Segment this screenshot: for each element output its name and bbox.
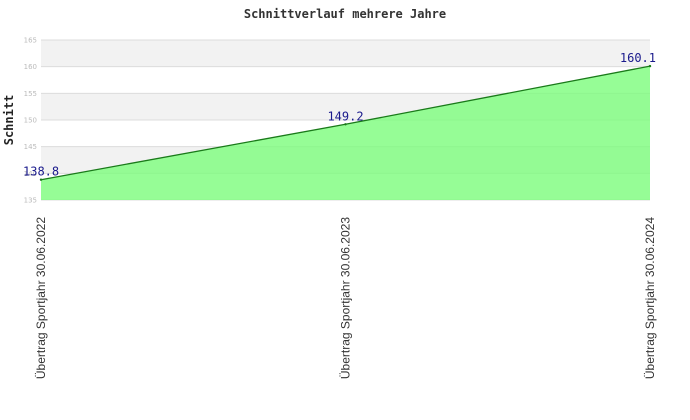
y-tick-label: 135 xyxy=(24,197,37,205)
y-axis-label: Schnitt xyxy=(2,95,16,146)
grid-band xyxy=(41,40,650,67)
data-label: 149.2 xyxy=(327,109,363,123)
x-tick-label: Übertrag Sportjahr 30.06.2023 xyxy=(339,217,353,379)
chart-title: Schnittverlauf mehrere Jahre xyxy=(244,7,446,21)
data-point xyxy=(344,123,347,126)
y-tick-label: 160 xyxy=(24,63,37,71)
y-tick-label: 150 xyxy=(24,117,37,125)
y-tick-label: 145 xyxy=(24,143,37,151)
data-label: 160.1 xyxy=(620,51,656,65)
y-tick-label: 165 xyxy=(24,37,37,45)
plot-area: 135 140 145 150 155 160 165 138.8 149.2 160.1 Über… xyxy=(23,37,657,380)
data-label: 138.8 xyxy=(23,165,59,179)
x-tick-label: Übertrag Sportjahr 30.06.2022 xyxy=(34,217,48,379)
x-tick-label: Übertrag Sportjahr 30.06.2024 xyxy=(643,217,657,379)
data-point xyxy=(39,178,43,181)
series-area xyxy=(41,66,650,200)
y-tick-label: 140 xyxy=(24,170,37,178)
data-point xyxy=(648,64,652,68)
y-tick-label: 155 xyxy=(24,90,37,98)
